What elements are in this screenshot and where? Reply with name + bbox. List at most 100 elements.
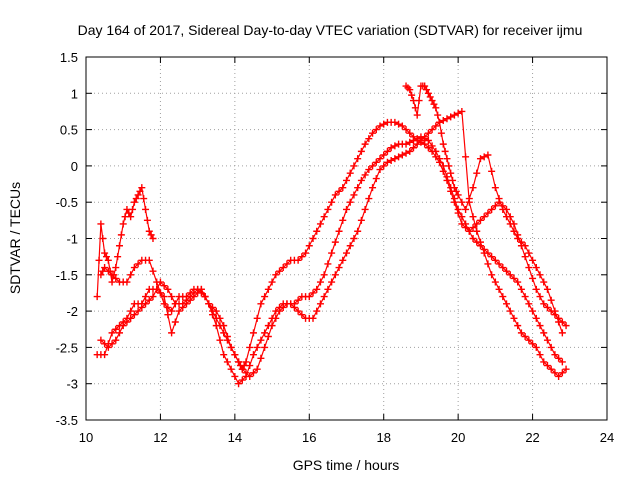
data-point [555,354,563,362]
data-point [406,86,414,94]
data-point [491,278,499,286]
data-point [294,296,302,304]
data-point [432,147,440,155]
data-point [439,117,447,125]
data-point [450,111,458,119]
data-point [331,191,339,199]
data-point [138,300,146,308]
data-point [452,187,460,195]
data-point [443,115,451,123]
data-point [369,184,377,192]
data-point [134,260,142,268]
data-point [491,202,499,210]
data-point [119,220,127,228]
data-point [536,351,544,359]
data-point [506,220,514,228]
grid [86,57,607,420]
data-point [495,260,503,268]
data-point [123,314,131,322]
data-point [436,118,444,126]
data-point [324,285,332,293]
data-point [473,227,481,235]
data-point [443,173,451,181]
data-point [140,195,148,203]
data-point [499,293,507,301]
data-point [328,198,336,206]
data-point [331,238,339,246]
data-point [532,314,540,322]
data-point [115,242,123,250]
data-point [395,153,403,161]
data-point [437,129,445,137]
y-tick-label: 1.5 [60,50,78,65]
data-point [115,329,123,337]
data-point [223,336,231,344]
data-point [112,325,120,333]
data-point [465,195,473,203]
data-point [179,303,187,311]
data-point [235,358,243,366]
data-point [540,358,548,366]
data-point [104,256,112,264]
data-point [136,187,144,195]
data-point [272,307,280,315]
data-point [484,260,492,268]
data-point [130,311,138,319]
data-point [313,307,321,315]
data-point [449,176,457,184]
data-point [117,231,125,239]
x-tick-label: 20 [451,430,465,445]
data-point [411,104,419,112]
data-point [521,293,529,301]
data-point [506,271,514,279]
data-point [514,322,522,330]
x-tick-label: 12 [153,430,167,445]
data-point [227,343,235,351]
data-point [510,314,518,322]
data-point [525,249,533,257]
data-point [532,343,540,351]
data-point [480,249,488,257]
data-point [346,198,354,206]
data-point [216,336,224,344]
data-point [104,340,112,348]
data-point [529,256,537,264]
data-point [350,162,358,170]
data-point [424,136,432,144]
data-point [387,156,395,164]
data-point [469,184,477,192]
data-point [402,126,410,134]
data-point [484,151,492,159]
data-point [562,322,570,330]
data-point [469,235,477,242]
data-point [253,365,261,373]
data-point [112,336,120,344]
data-point [261,329,269,337]
series-line [405,85,563,334]
data-point [114,253,122,261]
data-point [517,238,525,246]
data-point [227,365,235,373]
data-point [343,249,350,257]
data-point [532,264,540,272]
data-point [555,318,563,326]
data-point [465,227,473,235]
data-point [551,307,559,315]
data-point [153,285,161,293]
data-point [450,184,458,192]
data-point [529,340,537,348]
data-point [316,220,324,228]
data-point [101,249,109,257]
data-point [521,242,529,250]
data-point [413,111,421,119]
data-point [335,187,343,195]
data-point [480,213,488,221]
data-point [365,195,373,203]
x-tick-label: 16 [302,430,316,445]
data-point [499,205,507,213]
data-point [434,111,442,119]
data-point [369,129,377,137]
data-point [432,122,440,130]
data-point [424,129,432,137]
data-point [190,293,198,301]
